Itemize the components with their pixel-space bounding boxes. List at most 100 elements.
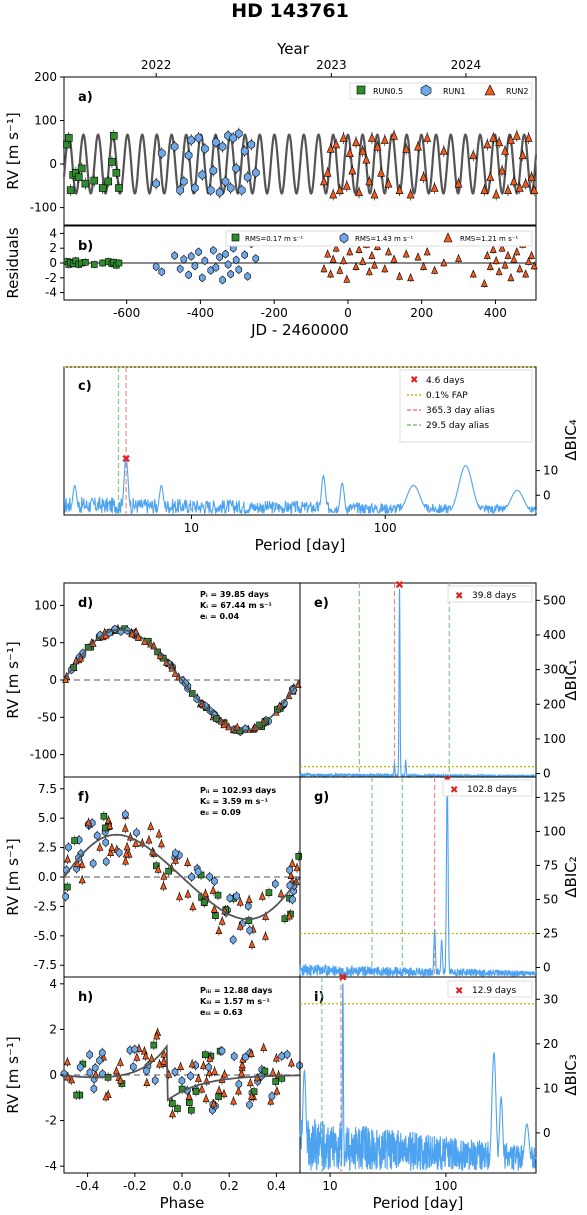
marker-run2 xyxy=(483,139,492,149)
panel-f-tag: f) xyxy=(78,790,90,805)
panel-g-periodogram: ✖ xyxy=(299,774,537,979)
marker-run2 xyxy=(423,132,432,142)
ytick-label: -100 xyxy=(30,748,57,762)
marker-run2 xyxy=(107,847,115,857)
marker-run2 xyxy=(390,130,398,140)
marker-run1 xyxy=(224,260,232,269)
marker-run1 xyxy=(178,1076,186,1086)
marker-run2 xyxy=(272,1053,280,1062)
marker-run2 xyxy=(342,180,351,190)
marker-run1 xyxy=(232,163,241,174)
ytick-label: -100 xyxy=(30,201,57,215)
marker-run2 xyxy=(406,189,415,199)
xtick-label: 0 xyxy=(344,306,352,320)
marker-run2 xyxy=(455,253,463,262)
marker-run1 xyxy=(102,857,110,866)
panel-e-ylabel: ΔBIC₁ xyxy=(562,659,580,700)
marker-run2 xyxy=(507,273,515,282)
marker-run1 xyxy=(201,143,209,154)
marker-run2 xyxy=(340,256,347,265)
marker-run2 xyxy=(247,1048,255,1057)
ytick-label: 200 xyxy=(34,70,57,84)
marker-run1 xyxy=(158,267,166,277)
marker-run2 xyxy=(402,143,411,153)
ytick-label: 0 xyxy=(49,673,57,687)
panel-c-xlabel: Period [day] xyxy=(255,536,346,554)
marker-run2 xyxy=(220,1089,228,1098)
legend-marker-peak: ✖ xyxy=(455,986,463,997)
marker-run05 xyxy=(150,1041,158,1049)
marker-run05 xyxy=(245,917,253,924)
marker-run2 xyxy=(188,1059,196,1068)
panel-h-tag: h) xyxy=(78,990,93,1005)
legend-box xyxy=(399,369,533,443)
panel-d-ylabel: RV [m s⁻¹] xyxy=(4,641,22,718)
panel-d-phase-plot xyxy=(62,623,302,737)
marker-run2 xyxy=(160,1056,168,1065)
panel-h-period: Pᵢᵢᵢ = 12.88 days xyxy=(200,986,273,995)
panel-c-legend: ✖ 4.6 days 0.1% FAP 365.3 day alias 29.5… xyxy=(399,369,533,443)
marker-run2 xyxy=(209,885,217,894)
marker-run05 xyxy=(272,1078,279,1085)
ytick-label: -2 xyxy=(45,1114,57,1128)
marker-run2 xyxy=(495,137,504,147)
marker-run05 xyxy=(104,177,113,186)
ytick-label: 0 xyxy=(543,488,551,502)
marker-run2 xyxy=(320,176,328,186)
marker-run1 xyxy=(289,895,296,904)
marker-run2 xyxy=(355,187,363,197)
marker-run1 xyxy=(222,249,229,259)
marker-run2 xyxy=(343,274,351,283)
marker-run05 xyxy=(165,867,172,875)
marker-run1 xyxy=(278,1051,286,1061)
marker-run05 xyxy=(81,179,90,188)
marker-run05 xyxy=(112,168,121,177)
marker-run2 xyxy=(320,264,328,273)
marker-run05 xyxy=(74,173,83,181)
panel-d-period: Pᵢ = 39.85 days xyxy=(200,590,269,599)
model-curve xyxy=(62,133,538,195)
marker-run05 xyxy=(169,1100,176,1107)
ytick-label: 75 xyxy=(543,858,558,872)
marker-run2 xyxy=(78,859,86,868)
marker-run2 xyxy=(381,264,389,273)
legend-rms-run2: RMS=1.21 m s⁻¹ xyxy=(460,235,518,243)
marker-run2 xyxy=(486,261,494,271)
marker-run2 xyxy=(524,132,533,142)
year-tick-label: 2022 xyxy=(141,58,172,72)
marker-run1 xyxy=(241,250,248,260)
marker-run2 xyxy=(121,823,129,832)
marker-run1 xyxy=(172,848,179,858)
marker-run2 xyxy=(64,854,72,863)
marker-run1 xyxy=(171,1067,179,1077)
marker-run2 xyxy=(365,176,374,186)
marker-run1 xyxy=(211,876,218,886)
xtick-label: 100 xyxy=(434,1179,457,1193)
marker-run05 xyxy=(261,1067,269,1075)
panel-h-xlabel: Phase xyxy=(160,1194,205,1212)
year-tick-label: 2024 xyxy=(451,58,482,72)
marker-run1 xyxy=(246,925,254,935)
marker-run2 xyxy=(373,141,382,151)
marker-run2 xyxy=(142,1051,150,1060)
marker-run2 xyxy=(145,835,153,844)
marker-run2 xyxy=(211,1066,219,1075)
panel-h-amplitude: Kᵢᵢᵢ = 1.57 m s⁻¹ xyxy=(200,997,270,1006)
marker-run2 xyxy=(489,244,497,253)
panel-h-ylabel: RV [m s⁻¹] xyxy=(4,1036,22,1113)
xtick-label: 10 xyxy=(184,521,199,535)
peak-marker: ✖ xyxy=(395,579,404,592)
marker-run2 xyxy=(390,254,398,263)
marker-run1 xyxy=(235,265,243,275)
marker-run05 xyxy=(64,883,71,891)
marker-run1 xyxy=(180,254,188,264)
panel-a-ylabel: RV [m s⁻¹] xyxy=(4,112,22,189)
legend-box xyxy=(447,980,533,998)
marker-run1 xyxy=(62,892,69,902)
marker-run05 xyxy=(115,184,123,192)
marker-run1 xyxy=(143,1066,150,1076)
panel-g-tag: g) xyxy=(314,790,329,805)
marker-run1 xyxy=(215,187,224,198)
marker-run2 xyxy=(122,856,130,865)
